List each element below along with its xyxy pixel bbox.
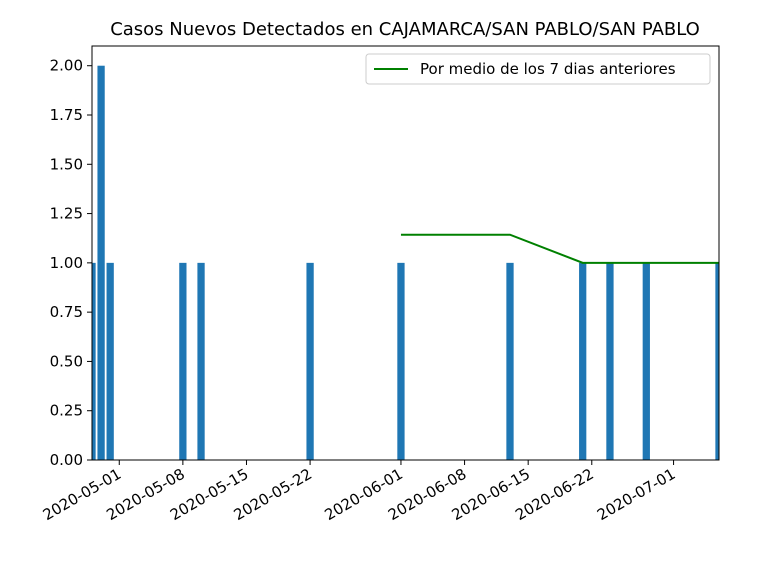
y-tick-label: 2.00 (50, 57, 83, 75)
bar (106, 262, 114, 460)
y-tick-label: 0.00 (50, 451, 83, 469)
bar (715, 262, 719, 460)
legend-box (365, 53, 711, 85)
legend-label: Por medio de los 7 dias anteriores (420, 60, 676, 78)
bar (97, 65, 105, 460)
x-tick-label: 2020-07-01 (594, 465, 679, 524)
bar (92, 262, 96, 460)
bar (606, 262, 614, 460)
bar (397, 262, 405, 460)
chart-title: Casos Nuevos Detectados en CAJAMARCA/SAN… (110, 19, 700, 40)
legend: Por medio de los 7 dias anteriores (365, 53, 711, 85)
x-axis: 2020-05-012020-05-082020-05-152020-05-22… (40, 460, 679, 524)
bar (579, 262, 587, 460)
bar (506, 262, 514, 460)
y-axis: 0.00 0.25 0.50 0.75 1.00 1.25 1.50 1.75 2.00 (50, 57, 92, 469)
line-layer (400, 233, 719, 264)
bar (179, 262, 187, 460)
y-tick-label: 1.00 (50, 254, 83, 272)
y-tick-label: 1.50 (50, 155, 83, 173)
bar (306, 262, 314, 460)
y-tick-label: 0.25 (50, 402, 83, 420)
bar (642, 262, 650, 460)
y-tick-label: 0.50 (50, 352, 83, 370)
y-tick-label: 1.25 (50, 205, 83, 223)
bar (197, 262, 205, 460)
series-line (400, 233, 719, 264)
y-tick-label: 1.75 (50, 106, 83, 124)
bars-layer (92, 65, 719, 460)
plot-frame (91, 45, 720, 461)
y-tick-label: 0.75 (50, 303, 83, 321)
